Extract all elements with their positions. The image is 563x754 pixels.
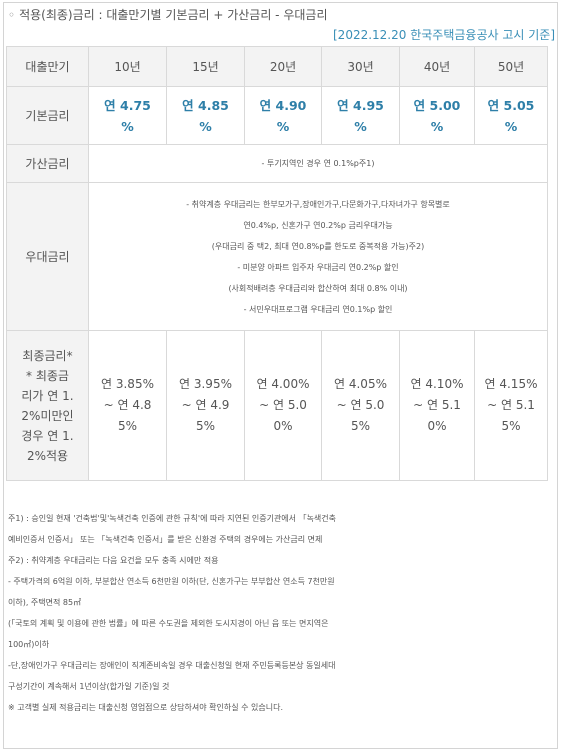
base-rate-cell: 연 4.95% bbox=[321, 86, 400, 145]
source-note: [2022.12.20 한국주택금융공사 고시 기준] bbox=[333, 28, 555, 42]
final-rate-cell: 연 3.85% ~ 연 4.8 5% bbox=[88, 330, 167, 481]
note2-text: (「국토의 계획 및 이용에 관한 법률」에 따른 수도권을 제외한 도시지경이… bbox=[8, 619, 329, 628]
base-rate-value: 연 5.05 bbox=[487, 97, 535, 113]
final-rate-label-line: 리가 연 1. bbox=[21, 388, 74, 403]
note1-mark: 주1) bbox=[8, 514, 24, 523]
final-rate-row: 최종금리* * 최종금 리가 연 1. 2%미만인 경우 연 1. 2%적용 연… bbox=[6, 330, 548, 481]
pref-rate-row: 우대금리 - 취약계층 우대금리는 한부모가구,장애인가구,다문화가구,다자녀가… bbox=[6, 182, 548, 331]
base-rate-cell: 연 5.00% bbox=[399, 86, 475, 145]
final-rate-line: 연 4.05% bbox=[334, 377, 387, 391]
final-rate-line: ~ 연 4.8 bbox=[103, 398, 152, 412]
base-rate-unit: % bbox=[121, 118, 134, 134]
base-rate-label: 기본금리 bbox=[6, 86, 89, 145]
add-rate-row: 가산금리 - 투기지역인 경우 연 0.1%p주1) bbox=[6, 144, 548, 183]
consult-footer: ※ 고객별 실제 적용금리는 대출신청 영업점으로 상담하셔야 확인하실 수 있… bbox=[8, 703, 284, 712]
final-rate-cell: 연 4.05% ~ 연 5.0 5% bbox=[321, 330, 400, 481]
pref-rate-label: 우대금리 bbox=[6, 182, 89, 331]
base-rate-cell: 연 4.90% bbox=[244, 86, 322, 145]
final-rate-line: 연 4.00% bbox=[256, 377, 310, 391]
final-rate-label-line: 최종금리* bbox=[22, 348, 73, 363]
base-rate-unit: % bbox=[504, 118, 518, 134]
final-rate-cell: 연 4.15% ~ 연 5.1 5% bbox=[474, 330, 548, 481]
base-rate-value: 연 4.85 bbox=[182, 97, 229, 113]
base-rate-cell: 연 5.05% bbox=[474, 86, 548, 145]
base-rate-cell: 연 4.85% bbox=[166, 86, 245, 145]
term-header: 10년 bbox=[88, 46, 167, 87]
pref-rate-line: - 취약계층 우대금리는 한부모가구,장애인가구,다문화가구,다자녀가구 항목별… bbox=[186, 199, 450, 209]
final-rate-label-cell: 최종금리* * 최종금 리가 연 1. 2%미만인 경우 연 1. 2%적용 bbox=[6, 330, 89, 481]
pref-rate-line: - 미분양 아파트 입주자 우대금리 연0.2%p 할인 bbox=[237, 262, 399, 272]
term-header: 20년 bbox=[244, 46, 322, 87]
add-rate-label: 가산금리 bbox=[6, 144, 89, 183]
final-rate-label-line: 2%미만인 bbox=[21, 408, 74, 423]
note1-text: 예비인증서 인증서」 또는 「녹색건축 인증서」를 받은 신환경 주택의 경우에… bbox=[8, 535, 323, 544]
final-rate-line: 0% bbox=[427, 419, 447, 433]
base-rate-unit: % bbox=[354, 118, 367, 134]
term-header: 50년 bbox=[474, 46, 548, 87]
note2-text: -단,장애인가구 우대금리는 장애인이 직계존비속일 경우 대출신청일 현재 주… bbox=[8, 661, 336, 670]
base-rate-unit: % bbox=[276, 118, 290, 134]
final-rate-line: 연 3.95% bbox=[179, 377, 232, 391]
base-rate-unit: % bbox=[199, 118, 212, 134]
term-header-row: 대출만기 10년 15년 20년 30년 40년 50년 bbox=[6, 46, 548, 87]
final-rate-cell: 연 3.95% ~ 연 4.9 5% bbox=[166, 330, 245, 481]
base-rate-value: 연 4.90 bbox=[259, 97, 307, 113]
base-rate-row: 기본금리 연 4.75% 연 4.85% 연 4.90% 연 4.95% 연 5… bbox=[6, 86, 548, 145]
final-rate-line: ~ 연 5.0 bbox=[336, 398, 385, 412]
content-frame bbox=[3, 2, 558, 749]
final-rate-line: 5% bbox=[117, 419, 138, 433]
final-rate-label-line: * 최종금 bbox=[26, 368, 69, 383]
final-rate-label-line: 경우 연 1. bbox=[21, 428, 74, 443]
note2-text: 이하), 주택면적 85㎡ bbox=[8, 598, 82, 607]
base-rate-value: 연 5.00 bbox=[413, 97, 461, 113]
footnotes: 주1) : 승인일 현재 '건축법'및'녹색건축 인증에 관한 규칙'에 따라 … bbox=[8, 508, 548, 718]
base-rate-value: 연 4.95 bbox=[337, 97, 384, 113]
final-rate-line: 0% bbox=[273, 419, 293, 433]
final-rate-line: ~ 연 5.1 bbox=[413, 398, 461, 412]
term-header: 30년 bbox=[321, 46, 400, 87]
pref-rate-line: (우대금리 중 택2, 최대 연0.8%p를 한도로 중복적용 가능)주2) bbox=[211, 241, 425, 251]
note2-first-line: 주2) : 취약계층 우대금리는 다음 요건을 모두 충족 시에만 적용 bbox=[8, 550, 548, 571]
rate-formula-title: ◦ 적용(최종)금리 : 대출만기별 기본금리 + 가산금리 - 우대금리 bbox=[8, 6, 328, 23]
final-rate-label-line: 2%적용 bbox=[26, 448, 69, 463]
title-text: 적용(최종)금리 : 대출만기별 기본금리 + 가산금리 - 우대금리 bbox=[19, 8, 328, 22]
final-rate-line: 5% bbox=[195, 419, 216, 433]
final-rate-cell: 연 4.00% ~ 연 5.0 0% bbox=[244, 330, 322, 481]
note2-text: : 취약계층 우대금리는 다음 요건을 모두 충족 시에만 적용 bbox=[26, 556, 219, 565]
note1-first-line: 주1) : 승인일 현재 '건축법'및'녹색건축 인증에 관한 규칙'에 따라 … bbox=[8, 508, 548, 529]
pref-rate-cell: - 취약계층 우대금리는 한부모가구,장애인가구,다문화가구,다자녀가구 항목별… bbox=[88, 182, 548, 331]
note2-text: 구성기간이 계속해서 1년이상(합가일 기준)일 것 bbox=[8, 682, 170, 691]
term-corner-header: 대출만기 bbox=[6, 46, 89, 87]
rate-table: 대출만기 10년 15년 20년 30년 40년 50년 기본금리 연 4.75… bbox=[6, 46, 548, 481]
note2-mark: 주2) bbox=[8, 556, 24, 565]
final-rate-cell: 연 4.10% ~ 연 5.1 0% bbox=[399, 330, 475, 481]
base-rate-cell: 연 4.75% bbox=[88, 86, 167, 145]
final-rate-line: 연 4.15% bbox=[484, 377, 538, 391]
note2-text: 100㎡)이하 bbox=[8, 640, 50, 649]
pref-rate-line: 연0.4%p, 신혼가구 연0.2%p 금리우대가능 bbox=[243, 220, 393, 230]
base-rate-value: 연 4.75 bbox=[104, 97, 151, 113]
term-header: 40년 bbox=[399, 46, 475, 87]
final-rate-line: 5% bbox=[501, 419, 521, 433]
term-header: 15년 bbox=[166, 46, 245, 87]
pref-rate-line: (사회적배려층 우대금리와 합산하여 최대 0.8% 이내) bbox=[228, 283, 408, 293]
final-rate-line: ~ 연 4.9 bbox=[181, 398, 230, 412]
final-rate-line: 연 4.10% bbox=[410, 377, 464, 391]
base-rate-unit: % bbox=[430, 118, 444, 134]
bullet-icon: ◦ bbox=[8, 8, 16, 22]
final-rate-line: ~ 연 5.1 bbox=[487, 398, 535, 412]
add-rate-text: - 투기지역인 경우 연 0.1%p주1) bbox=[261, 158, 375, 168]
final-rate-line: ~ 연 5.0 bbox=[259, 398, 307, 412]
final-rate-line: 5% bbox=[350, 419, 371, 433]
note2-text: - 주택가격의 6억원 이하, 부분합산 연소득 6천만원 이하(단, 신혼가구… bbox=[8, 577, 335, 586]
note1-text: : 승인일 현재 '건축법'및'녹색건축 인증에 관한 규칙'에 따라 지연된 … bbox=[26, 514, 337, 523]
final-rate-line: 연 3.85% bbox=[101, 377, 154, 391]
add-rate-cell: - 투기지역인 경우 연 0.1%p주1) bbox=[88, 144, 548, 183]
pref-rate-line: - 서민우대프로그램 우대금리 연0.1%p 할인 bbox=[243, 304, 393, 314]
